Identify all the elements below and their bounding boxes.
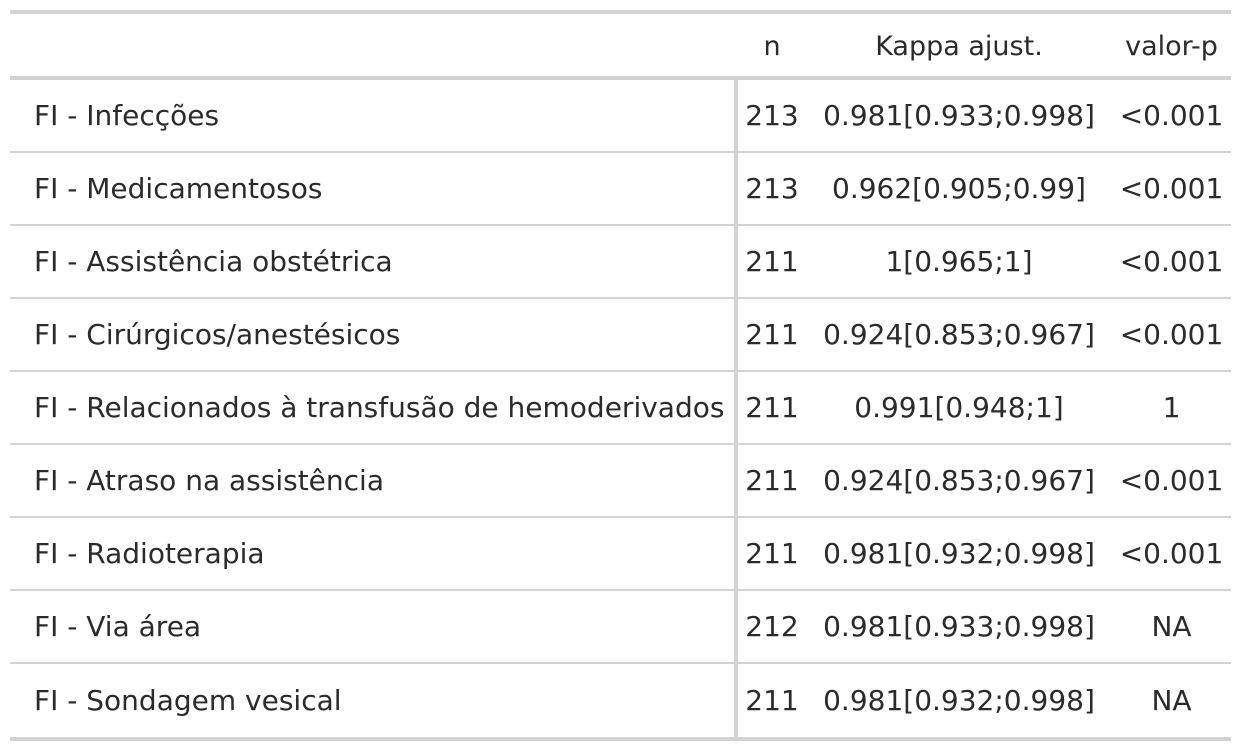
header-p-value: valor-p	[1125, 30, 1218, 62]
row-p-value: NA	[1151, 684, 1192, 717]
row-p-value: <0.001	[1119, 172, 1224, 205]
row-n: 212	[745, 610, 799, 643]
row-label: FI - Relacionados à transfusão de hemode…	[10, 372, 738, 443]
row-n: 211	[745, 684, 799, 717]
row-n: 211	[745, 318, 799, 351]
row-label: FI - Infecções	[10, 80, 738, 151]
row-n: 213	[745, 172, 799, 205]
row-n: 211	[745, 391, 799, 424]
row-kappa: 0.981[0.932;0.998]	[823, 537, 1095, 570]
table-row: FI - Via área 212 0.981[0.933;0.998] NA	[10, 591, 1231, 664]
row-p-value: <0.001	[1119, 464, 1224, 497]
table-row: FI - Cirúrgicos/anestésicos 211 0.924[0.…	[10, 299, 1231, 372]
row-label: FI - Atraso na assistência	[10, 445, 738, 516]
table-header-row: n Kappa ajust. valor-p	[10, 14, 1231, 80]
row-kappa: 0.981[0.933;0.998]	[823, 99, 1095, 132]
kappa-table: n Kappa ajust. valor-p FI - Infecções 21…	[10, 10, 1231, 741]
row-n: 211	[745, 537, 799, 570]
header-n: n	[763, 30, 781, 62]
row-kappa: 1[0.965;1]	[885, 245, 1033, 278]
row-p-value: <0.001	[1119, 318, 1224, 351]
row-n: 211	[745, 464, 799, 497]
row-kappa: 0.924[0.853;0.967]	[823, 318, 1095, 351]
row-n: 213	[745, 99, 799, 132]
table-row: FI - Infecções 213 0.981[0.933;0.998] <0…	[10, 80, 1231, 153]
row-label: FI - Via área	[10, 591, 738, 662]
row-label: FI - Assistência obstétrica	[10, 226, 738, 297]
table-row: FI - Medicamentosos 213 0.962[0.905;0.99…	[10, 153, 1231, 226]
row-label: FI - Cirúrgicos/anestésicos	[10, 299, 738, 370]
table-row: FI - Atraso na assistência 211 0.924[0.8…	[10, 445, 1231, 518]
header-label-cell	[10, 14, 738, 76]
table-row: FI - Assistência obstétrica 211 1[0.965;…	[10, 226, 1231, 299]
table-row: FI - Radioterapia 211 0.981[0.932;0.998]…	[10, 518, 1231, 591]
row-kappa: 0.981[0.933;0.998]	[823, 610, 1095, 643]
row-label: FI - Medicamentosos	[10, 153, 738, 224]
row-kappa: 0.924[0.853;0.967]	[823, 464, 1095, 497]
row-n: 211	[745, 245, 799, 278]
table-row: FI - Sondagem vesical 211 0.981[0.932;0.…	[10, 664, 1231, 737]
row-kappa: 0.981[0.932;0.998]	[823, 684, 1095, 717]
row-kappa: 0.991[0.948;1]	[854, 391, 1064, 424]
row-label: FI - Radioterapia	[10, 518, 738, 589]
header-kappa: Kappa ajust.	[875, 30, 1043, 62]
row-kappa: 0.962[0.905;0.99]	[832, 172, 1086, 205]
row-p-value: <0.001	[1119, 537, 1224, 570]
table-row: FI - Relacionados à transfusão de hemode…	[10, 372, 1231, 445]
row-label: FI - Sondagem vesical	[10, 664, 738, 737]
row-p-value: 1	[1162, 391, 1181, 424]
row-p-value: <0.001	[1119, 99, 1224, 132]
row-p-value: <0.001	[1119, 245, 1224, 278]
row-p-value: NA	[1151, 610, 1192, 643]
